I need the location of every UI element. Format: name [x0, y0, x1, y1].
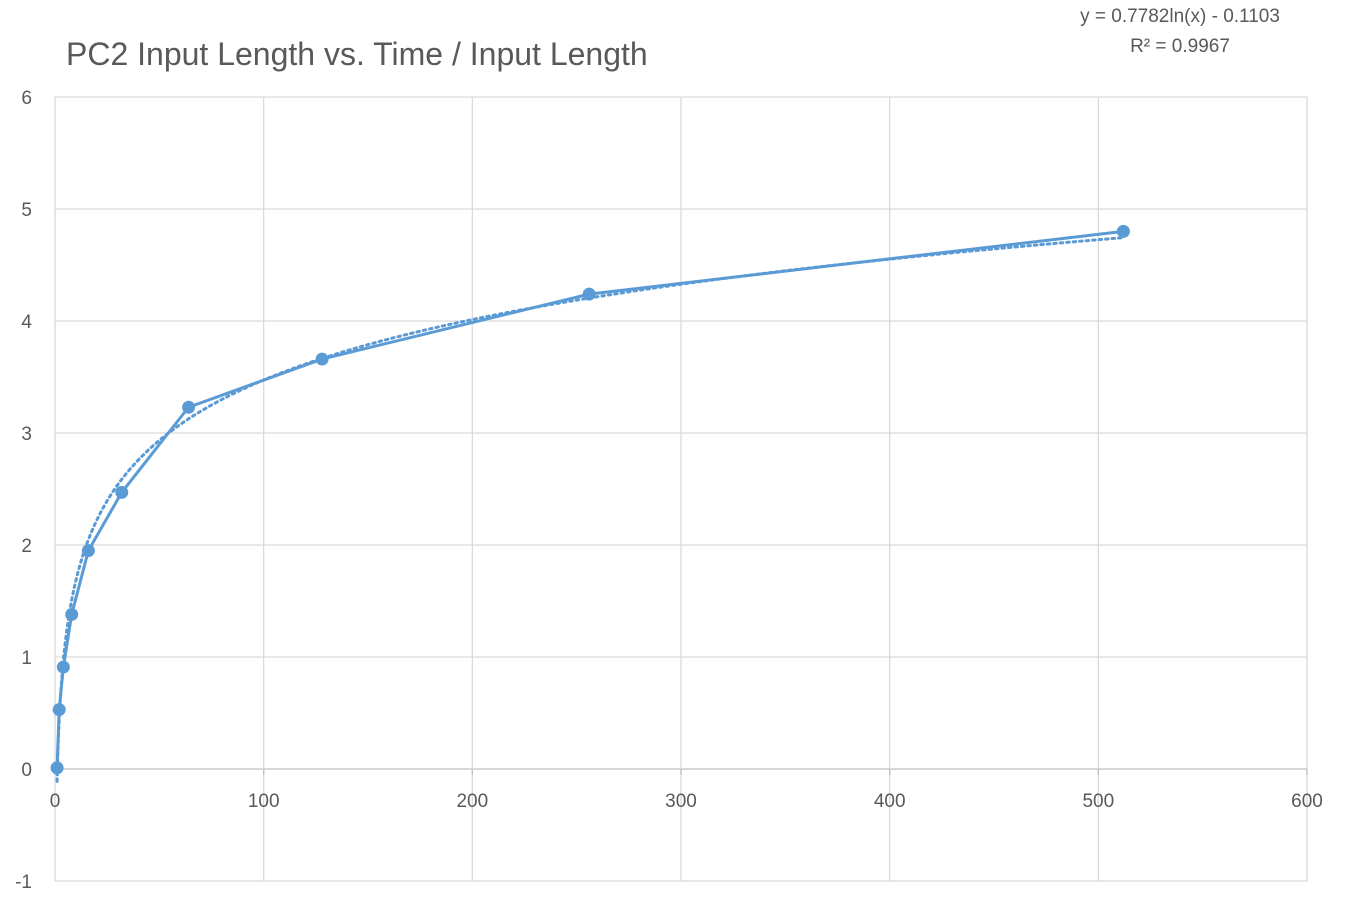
x-tick-label-400: 400: [874, 791, 906, 812]
trendline: [55, 236, 1125, 783]
y-tick-label--1: -1: [15, 872, 32, 893]
y-tick-label-2: 2: [21, 536, 32, 557]
x-tick-label-500: 500: [1082, 791, 1114, 812]
data-series: [50, 224, 1130, 775]
data-point-1: [50, 761, 64, 775]
y-tick-label-4: 4: [21, 312, 32, 333]
x-tick-label-300: 300: [665, 791, 697, 812]
data-point-128: [315, 352, 329, 366]
data-point-256: [582, 287, 596, 301]
y-tick-label-0: 0: [21, 760, 32, 781]
axes: [54, 769, 1308, 775]
y-tick-label-5: 5: [21, 200, 32, 221]
data-point-4: [56, 660, 70, 674]
y-tick-label-3: 3: [21, 424, 32, 445]
x-tick-label-600: 600: [1291, 791, 1323, 812]
trendline-equation: y = 0.7782ln(x) - 0.1103: [1080, 6, 1280, 27]
x-tick-label-100: 100: [248, 791, 280, 812]
trendline-r-squared: R² = 0.9967: [1130, 36, 1230, 57]
data-point-2: [52, 703, 66, 717]
chart-title: PC2 Input Length vs. Time / Input Length: [66, 36, 648, 72]
data-point-32: [115, 485, 129, 499]
y-tick-label-1: 1: [21, 648, 32, 669]
trendline-path: [55, 236, 1125, 783]
x-tick-label-0: 0: [50, 791, 61, 812]
grid-lines: [54, 96, 1308, 882]
data-point-8: [65, 607, 79, 621]
x-tick-label-200: 200: [456, 791, 488, 812]
tick-labels: -1 0 1 2 3 4 5 6 0 100 200 300 400 500 600: [15, 88, 1323, 893]
data-point-64: [182, 400, 196, 414]
data-point-16: [81, 544, 95, 558]
y-tick-label-6: 6: [21, 88, 32, 109]
data-point-512: [1116, 224, 1130, 238]
series-line: [55, 229, 1124, 768]
